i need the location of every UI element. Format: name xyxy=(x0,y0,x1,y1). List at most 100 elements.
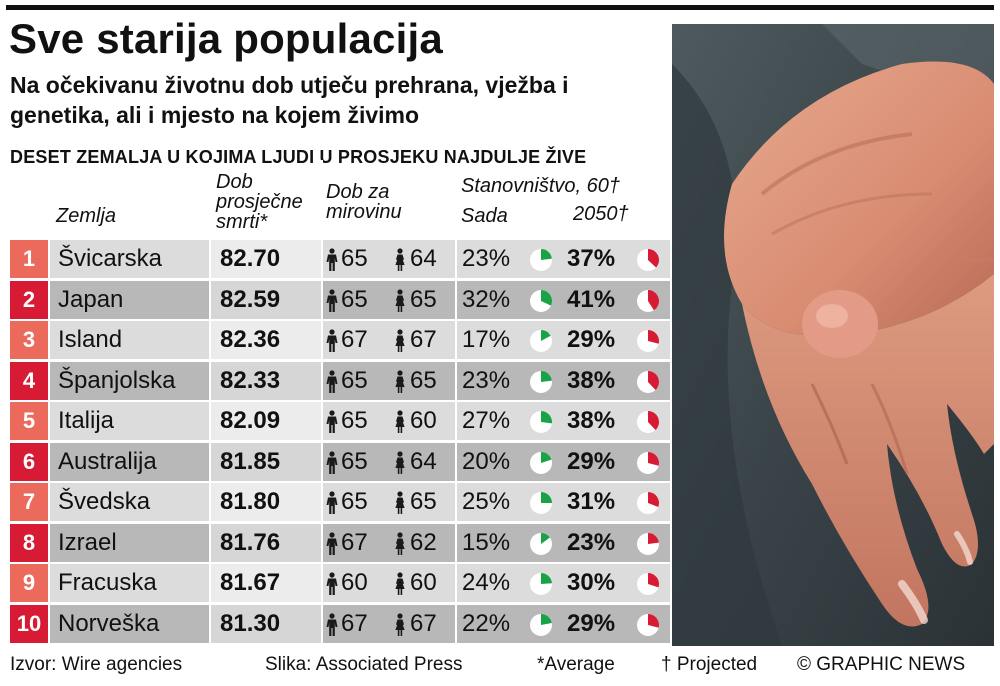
country-name: Island xyxy=(58,326,123,353)
country-table: 1 Švicarska 82.70 65 64 23% 37% 2 Japan 82.59 65 65… xyxy=(10,240,670,645)
table-row: 1 Švicarska 82.70 65 64 23% 37% xyxy=(10,240,670,281)
pie-2050-icon xyxy=(637,451,659,474)
pie-2050-icon xyxy=(637,613,659,636)
rank-badge: 1 xyxy=(10,240,48,278)
country-name: Izrael xyxy=(58,528,117,556)
pie-2050-icon xyxy=(637,532,659,555)
header-life-line2: prosječne xyxy=(216,191,303,213)
pie-2050-icon xyxy=(637,573,659,595)
column-divider xyxy=(455,280,457,319)
country-name: Norveška xyxy=(58,609,160,637)
header-country: Zemlja xyxy=(56,205,117,227)
male-figure-icon xyxy=(326,572,338,595)
pie-now-icon xyxy=(530,370,552,393)
column-divider xyxy=(209,280,211,319)
rank-badge: 8 xyxy=(10,523,48,562)
table-row: 5 Italija 82.09 65 60 27% 38% xyxy=(10,402,670,443)
pie-2050-icon xyxy=(637,370,660,393)
life-expectancy-value: 81.80 xyxy=(220,488,281,515)
life-expectancy-value: 82.70 xyxy=(220,245,281,272)
column-divider xyxy=(321,483,323,521)
pie-now-icon xyxy=(530,573,552,595)
male-figure-icon xyxy=(326,248,338,271)
population-2050-value: 38% xyxy=(567,366,616,394)
retire-age-male: 65 xyxy=(341,366,368,394)
header-retire-line1: Dob za xyxy=(326,181,390,203)
column-divider xyxy=(321,523,323,562)
life-cell-bg xyxy=(210,604,322,643)
population-now-value: 27% xyxy=(462,407,511,434)
country-name: Australija xyxy=(58,447,157,475)
pie-now-icon xyxy=(530,411,552,433)
life-expectancy-value: 82.09 xyxy=(220,407,281,434)
female-figure-icon xyxy=(395,248,405,271)
pie-2050-icon xyxy=(637,249,660,271)
retire-age-male: 65 xyxy=(341,447,368,475)
life-cell-bg xyxy=(210,402,322,440)
life-expectancy-value: 82.33 xyxy=(220,366,281,394)
pie-2050-icon xyxy=(637,330,659,352)
female-figure-icon xyxy=(395,410,405,433)
page-title: Sve starija populacija xyxy=(9,15,443,62)
column-divider xyxy=(321,442,323,481)
life-expectancy-value: 81.67 xyxy=(220,569,281,596)
footer-projected-note: † Projected xyxy=(661,654,758,675)
rank-badge: 9 xyxy=(10,564,48,602)
female-figure-icon xyxy=(395,572,405,595)
rank-badge: 4 xyxy=(10,361,48,400)
retire-age-female: 60 xyxy=(410,569,437,596)
retire-age-female: 64 xyxy=(410,447,437,475)
life-cell-bg xyxy=(210,280,322,319)
retire-age-female: 65 xyxy=(410,488,437,515)
female-figure-icon xyxy=(395,612,405,636)
country-name: Švedska xyxy=(58,488,151,515)
rank-badge: 3 xyxy=(10,321,48,359)
population-now-value: 17% xyxy=(462,326,511,353)
column-divider xyxy=(455,523,457,562)
column-divider xyxy=(321,240,323,278)
life-cell-bg xyxy=(210,564,322,602)
row-band xyxy=(50,604,670,643)
population-2050-value: 38% xyxy=(567,407,616,434)
male-figure-icon xyxy=(326,612,338,636)
retire-age-female: 64 xyxy=(410,245,437,272)
table-row: 10 Norveška 81.30 67 67 22% 29% xyxy=(10,604,670,646)
column-divider xyxy=(455,321,457,359)
table-row: 8 Izrael 81.76 67 62 15% 23% xyxy=(10,523,670,565)
column-divider xyxy=(321,321,323,359)
pie-now-icon xyxy=(530,532,552,555)
population-now-value: 15% xyxy=(462,528,511,556)
female-figure-icon xyxy=(395,491,405,514)
column-divider xyxy=(455,402,457,440)
retire-age-male: 67 xyxy=(341,326,368,353)
male-figure-icon xyxy=(326,288,338,312)
pie-2050-icon xyxy=(637,411,660,433)
rank-badge: 7 xyxy=(10,483,48,521)
retire-age-male: 67 xyxy=(341,528,368,556)
population-2050-value: 29% xyxy=(567,609,616,637)
retire-age-male: 67 xyxy=(341,609,368,637)
header-retire-line2: mirovinu xyxy=(326,201,402,223)
table-row: 9 Fracuska 81.67 60 60 24% 30% xyxy=(10,564,670,605)
table-row: 6 Australija 81.85 65 64 20% 29% xyxy=(10,442,670,484)
header-life-line1: Dob xyxy=(216,171,253,193)
footer-average-note: *Average xyxy=(537,654,615,675)
header-life-expectancy: Dob prosječne smrti* xyxy=(216,172,326,232)
pie-2050-icon xyxy=(637,289,659,312)
pie-now-icon xyxy=(530,492,552,514)
column-divider xyxy=(209,240,211,278)
row-band xyxy=(50,523,670,562)
column-divider xyxy=(321,361,323,400)
life-cell-bg xyxy=(210,321,322,359)
table-row: 2 Japan 82.59 65 65 32% 41% xyxy=(10,280,670,322)
column-divider xyxy=(321,402,323,440)
row-band xyxy=(50,483,670,521)
life-expectancy-value: 81.85 xyxy=(220,447,281,475)
rank-badge: 2 xyxy=(10,280,48,319)
row-band xyxy=(50,402,670,440)
row-band xyxy=(50,240,670,278)
header-divider xyxy=(455,160,457,240)
column-divider xyxy=(321,564,323,602)
pie-now-icon xyxy=(530,451,552,474)
population-2050-value: 37% xyxy=(567,245,616,272)
